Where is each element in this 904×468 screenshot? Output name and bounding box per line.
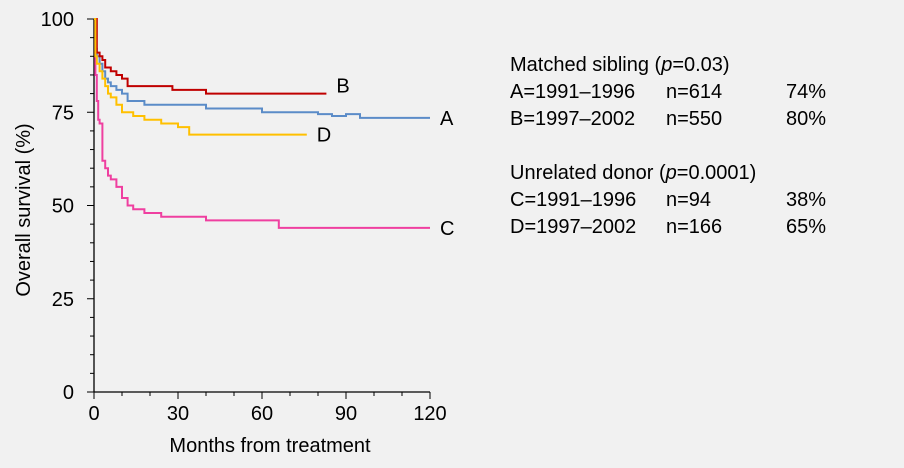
legend-pct: 38%: [786, 189, 827, 211]
legend-label: A=1991–1996: [510, 81, 636, 103]
legend-pct: 74%: [786, 81, 827, 103]
legend-label: C=1991–1996: [510, 189, 637, 211]
legend-label: D=1997–2002: [510, 216, 637, 238]
legend-pct: 80%: [786, 108, 827, 130]
legend-n: n=94: [666, 189, 712, 211]
y-tick-label: 0: [63, 382, 74, 404]
y-tick-label: 100: [41, 9, 74, 31]
axes: 0 25 50 75 100 0 30 60 90 120: [41, 9, 447, 425]
x-tick-label: 120: [413, 403, 446, 425]
curve-label-b: B: [336, 76, 349, 98]
legend-n: n=614: [666, 81, 723, 103]
series-line-b: [94, 18, 327, 95]
curve-label-d: D: [317, 125, 331, 147]
series-line-a: [94, 18, 430, 119]
y-tick-label: 25: [52, 289, 74, 311]
legend-heading-sibling-text: Matched sibling (p=0.03): [510, 54, 730, 76]
y-tick-label: 75: [52, 102, 74, 124]
x-tick-label: 90: [335, 403, 357, 425]
legend-pct: 65%: [786, 216, 827, 238]
curve-label-c: C: [440, 218, 454, 240]
legend-n: n=550: [666, 108, 723, 130]
curve-label-a: A: [440, 108, 454, 130]
series-layer: [94, 18, 430, 229]
legend-heading-unrelated-text: Unrelated donor (p=0.0001): [510, 162, 757, 184]
series-line-d: [94, 18, 307, 136]
legend-n: n=166: [666, 216, 723, 238]
x-axis-label: Months from treatment: [169, 435, 371, 457]
x-tick-label: 30: [167, 403, 189, 425]
x-tick-label: 60: [251, 403, 273, 425]
curve-label-layer: A B C D: [317, 76, 455, 240]
y-axis-label: Overall survival (%): [13, 123, 35, 296]
series-line-c: [94, 18, 430, 229]
y-tick-label: 50: [52, 196, 74, 218]
legend-label: B=1997–2002: [510, 108, 636, 130]
x-tick-label: 0: [88, 403, 99, 425]
